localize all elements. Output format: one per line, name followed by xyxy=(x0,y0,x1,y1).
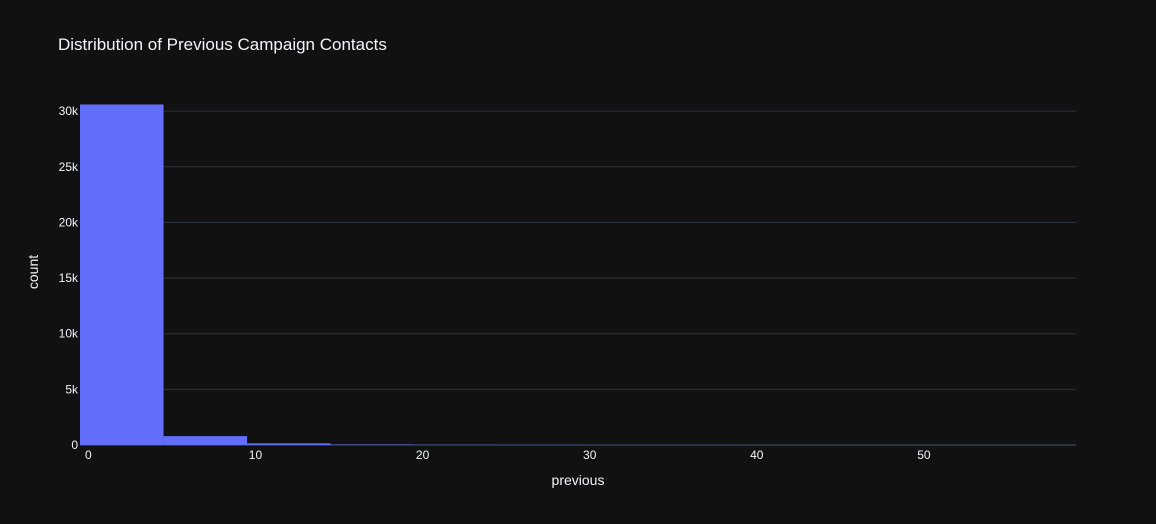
y-tick-label: 5k xyxy=(65,382,79,396)
y-tick-label: 15k xyxy=(59,271,79,285)
x-axis-title: previous xyxy=(552,472,605,488)
y-tick-label: 10k xyxy=(59,327,79,341)
x-tick-label: 40 xyxy=(750,448,764,462)
y-axis-title: count xyxy=(25,255,41,289)
y-tick-label: 25k xyxy=(59,160,79,174)
chart-title: Distribution of Previous Campaign Contac… xyxy=(58,35,387,54)
x-tick-labels: 0 10 20 30 40 50 xyxy=(85,448,931,462)
y-tick-labels: 0 5k 10k 15k 20k 25k 30k xyxy=(59,104,79,452)
x-tick-label: 30 xyxy=(583,448,597,462)
bars xyxy=(80,104,1083,446)
y-tick-label: 20k xyxy=(59,215,79,229)
histogram-bar xyxy=(80,104,164,446)
y-tick-label: 30k xyxy=(59,104,79,118)
x-tick-label: 50 xyxy=(917,448,931,462)
x-tick-label: 0 xyxy=(85,448,92,462)
gridlines xyxy=(80,110,1076,446)
x-tick-label: 10 xyxy=(249,448,263,462)
y-tick-label: 0 xyxy=(71,438,78,452)
histogram-bar xyxy=(247,443,331,445)
x-tick-label: 20 xyxy=(416,448,430,462)
histogram-bar xyxy=(163,436,248,445)
